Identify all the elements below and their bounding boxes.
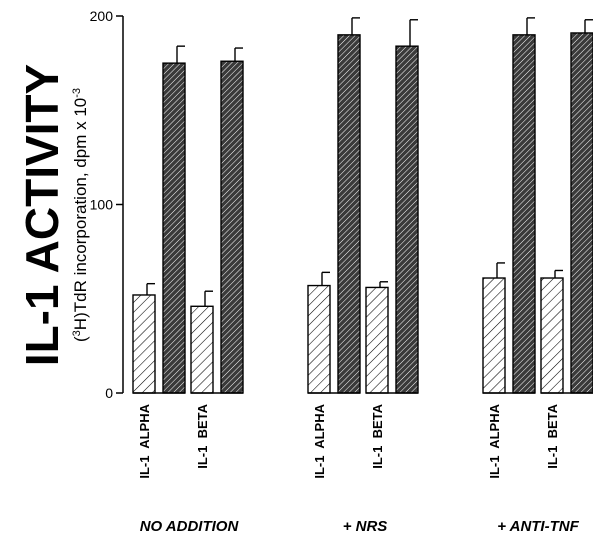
bars — [132, 17, 593, 394]
bar-dark — [162, 62, 186, 394]
category-label: IL-1 ALPHA — [487, 403, 502, 478]
bar-dark — [220, 60, 244, 394]
group-label: + ANTI-TNF — [497, 518, 579, 535]
y-tick-label: 0 — [105, 385, 113, 401]
category-label: IL-1 BETA — [545, 403, 560, 468]
y-axis-main-label: IL-1 ACTIVITY — [16, 64, 68, 366]
bar-light — [190, 305, 214, 394]
category-label: IL-1 BETA — [370, 403, 385, 468]
bar-dark — [395, 45, 419, 394]
bar-light — [307, 284, 331, 394]
group-labels: NO ADDITION + NRS + ANTI-TNF — [140, 518, 580, 535]
bar-dark — [512, 34, 536, 394]
group-label: NO ADDITION — [140, 518, 240, 535]
bar-dark — [570, 32, 593, 394]
bar-light — [482, 277, 506, 394]
bar-light — [132, 294, 156, 394]
y-tick-label: 200 — [90, 8, 114, 24]
y-axis: 0 100 200 — [90, 8, 124, 401]
y-tick-label: 100 — [90, 197, 114, 213]
y-axis-title: IL-1 ACTIVITY (3H)TdR incorporation, dpm… — [16, 64, 90, 366]
y-axis-sub-label: (3H)TdR incorporation, dpm x 10-3 — [71, 88, 90, 342]
bar-dark — [337, 34, 361, 394]
category-label: IL-1 ALPHA — [312, 403, 327, 478]
category-label: IL-1 BETA — [195, 403, 210, 468]
bar-light — [365, 286, 389, 394]
bar-light — [540, 277, 564, 394]
category-labels: IL-1 ALPHA IL-1 BETA IL-1 ALPHA IL-1 BETA IL… — [137, 403, 560, 478]
group-label: + NRS — [343, 518, 388, 535]
category-label: IL-1 ALPHA — [137, 403, 152, 478]
